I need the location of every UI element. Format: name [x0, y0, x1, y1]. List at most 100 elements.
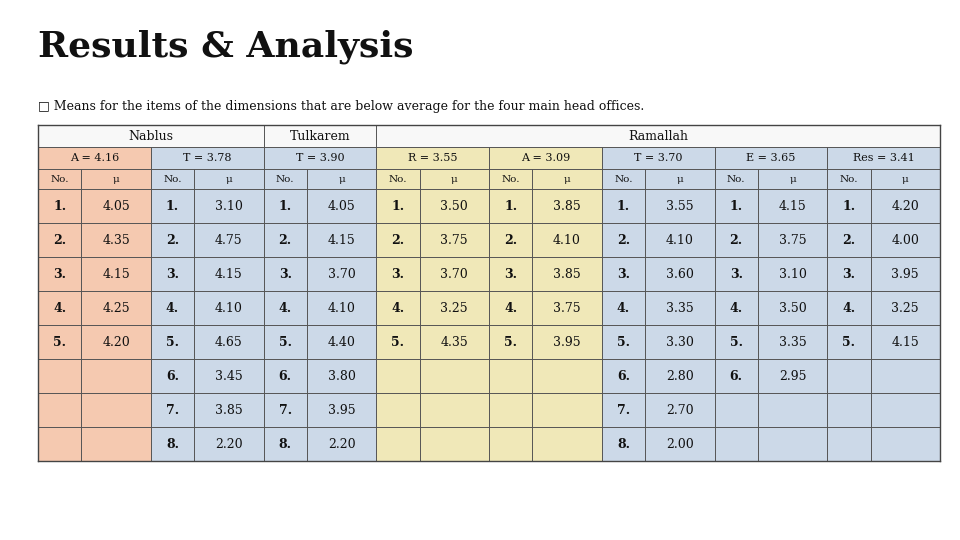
Bar	[489, 169, 532, 189]
Text: 3.25: 3.25	[892, 301, 919, 314]
Bar	[714, 393, 757, 427]
Bar	[645, 189, 714, 223]
Bar	[263, 359, 307, 393]
Bar	[151, 189, 194, 223]
Text: No.: No.	[840, 174, 858, 184]
Text: 2.: 2.	[842, 233, 855, 246]
Bar	[420, 427, 489, 461]
Bar	[871, 325, 940, 359]
Text: 3.95: 3.95	[327, 403, 355, 416]
Bar	[602, 325, 645, 359]
Text: A = 3.09: A = 3.09	[520, 153, 570, 163]
Text: 2.00: 2.00	[666, 437, 694, 450]
Bar	[307, 169, 376, 189]
Text: 7.: 7.	[617, 403, 630, 416]
Bar	[151, 291, 194, 325]
Text: 4.00: 4.00	[891, 233, 920, 246]
Text: 5.: 5.	[166, 335, 179, 348]
Text: No.: No.	[276, 174, 295, 184]
Text: 3.70: 3.70	[441, 267, 468, 280]
Text: T = 3.90: T = 3.90	[296, 153, 345, 163]
Bar	[828, 325, 871, 359]
Bar	[532, 223, 602, 257]
Text: No.: No.	[614, 174, 633, 184]
Text: 3.: 3.	[166, 267, 179, 280]
Text: 3.: 3.	[730, 267, 743, 280]
Bar	[871, 393, 940, 427]
Bar	[645, 291, 714, 325]
Bar	[757, 325, 828, 359]
Bar	[757, 169, 828, 189]
Text: 3.: 3.	[392, 267, 404, 280]
Bar	[828, 223, 871, 257]
Bar	[376, 325, 420, 359]
Text: No.: No.	[389, 174, 407, 184]
Bar	[82, 427, 151, 461]
Text: 3.75: 3.75	[441, 233, 468, 246]
Bar	[263, 147, 376, 169]
Text: 1.: 1.	[53, 199, 66, 213]
Bar	[420, 325, 489, 359]
Bar	[151, 393, 194, 427]
Text: □ Means for the items of the dimensions that are below average for the four main: □ Means for the items of the dimensions …	[38, 100, 644, 113]
Text: 1.: 1.	[166, 199, 179, 213]
Bar	[602, 257, 645, 291]
Text: 4.10: 4.10	[666, 233, 694, 246]
Bar	[82, 325, 151, 359]
Bar	[307, 393, 376, 427]
Text: R = 3.55: R = 3.55	[408, 153, 457, 163]
Bar	[757, 393, 828, 427]
Bar	[263, 125, 376, 147]
Bar	[38, 325, 82, 359]
Bar	[194, 393, 263, 427]
Text: 4.20: 4.20	[102, 335, 130, 348]
Bar	[38, 147, 151, 169]
Bar	[828, 147, 940, 169]
Text: μ: μ	[226, 174, 232, 184]
Text: 3.50: 3.50	[779, 301, 806, 314]
Text: 3.25: 3.25	[441, 301, 468, 314]
Bar	[263, 325, 307, 359]
Text: μ: μ	[789, 174, 796, 184]
Bar	[194, 257, 263, 291]
Text: 3.85: 3.85	[553, 199, 581, 213]
Bar	[532, 393, 602, 427]
Bar	[602, 427, 645, 461]
Bar	[757, 359, 828, 393]
Text: 3.70: 3.70	[327, 267, 355, 280]
Bar	[420, 257, 489, 291]
Bar	[38, 257, 82, 291]
Bar	[714, 257, 757, 291]
Text: 2.80: 2.80	[666, 369, 694, 382]
Bar	[828, 257, 871, 291]
Text: 2.20: 2.20	[215, 437, 243, 450]
Bar	[714, 169, 757, 189]
Bar	[420, 359, 489, 393]
Bar	[38, 169, 82, 189]
Bar	[307, 291, 376, 325]
Bar	[532, 325, 602, 359]
Text: 4.10: 4.10	[215, 301, 243, 314]
Bar	[645, 169, 714, 189]
Bar	[420, 223, 489, 257]
Bar	[828, 189, 871, 223]
Bar	[194, 427, 263, 461]
Text: 4.10: 4.10	[553, 233, 581, 246]
Text: 3.60: 3.60	[666, 267, 694, 280]
Text: 4.40: 4.40	[327, 335, 355, 348]
Text: 4.15: 4.15	[215, 267, 243, 280]
Text: 6.: 6.	[730, 369, 743, 382]
Bar	[376, 393, 420, 427]
Text: 2.: 2.	[617, 233, 630, 246]
Bar	[82, 223, 151, 257]
Text: Tulkarem: Tulkarem	[290, 130, 350, 143]
Text: T = 3.70: T = 3.70	[634, 153, 683, 163]
Text: 5.: 5.	[53, 335, 66, 348]
Text: 4.65: 4.65	[215, 335, 243, 348]
Text: 3.35: 3.35	[779, 335, 806, 348]
Bar	[263, 291, 307, 325]
Bar	[602, 189, 645, 223]
Bar	[757, 189, 828, 223]
Text: 5.: 5.	[278, 335, 292, 348]
Bar	[38, 291, 82, 325]
